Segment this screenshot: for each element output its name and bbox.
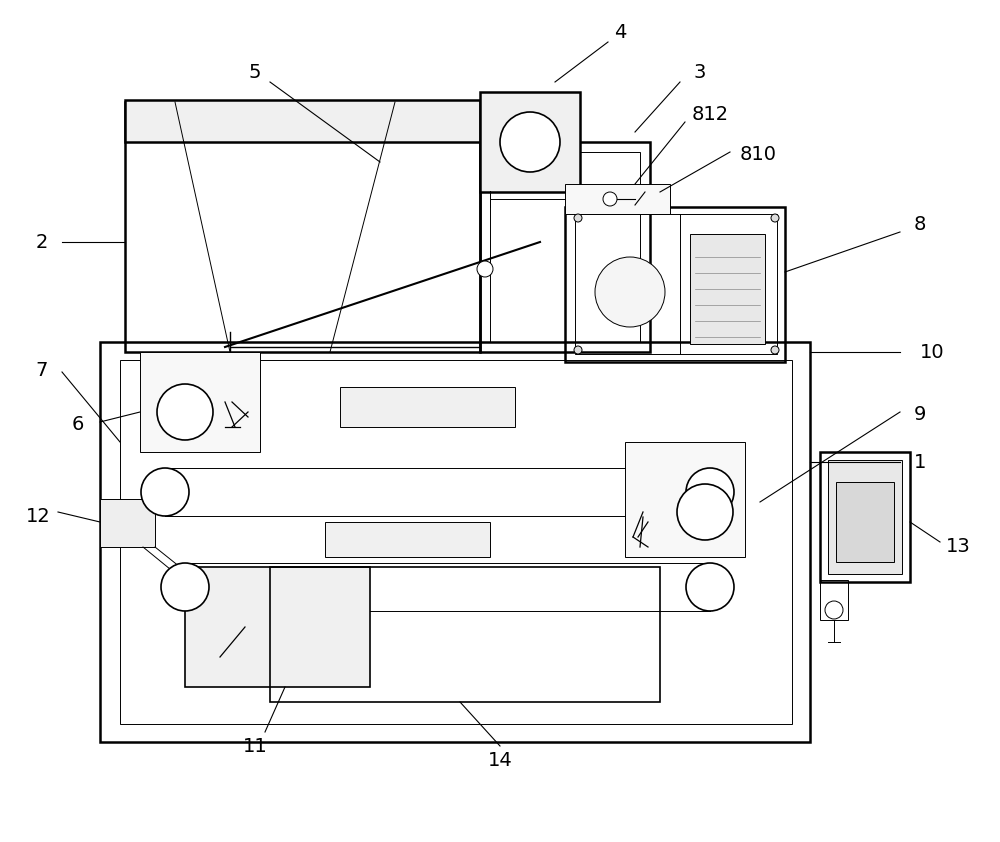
Bar	[820, 452, 910, 582]
Bar	[100, 499, 155, 547]
Text: 11: 11	[243, 737, 267, 755]
Text: 812: 812	[691, 104, 729, 124]
Bar	[480, 142, 650, 352]
Bar	[125, 102, 480, 352]
Bar	[828, 460, 902, 574]
Bar	[565, 184, 670, 214]
Bar	[480, 92, 580, 192]
Bar	[565, 207, 785, 362]
Circle shape	[500, 112, 560, 172]
Circle shape	[141, 468, 189, 516]
Text: 6: 6	[72, 414, 84, 434]
Circle shape	[157, 384, 213, 440]
Bar	[490, 152, 640, 342]
Bar	[125, 100, 480, 142]
Circle shape	[825, 601, 843, 619]
Bar	[185, 567, 370, 687]
Circle shape	[574, 346, 582, 354]
Circle shape	[477, 261, 493, 277]
Circle shape	[161, 563, 209, 611]
Text: 12: 12	[26, 508, 50, 526]
Circle shape	[677, 484, 733, 540]
Bar	[820, 580, 848, 620]
Text: 5: 5	[249, 62, 261, 82]
Bar	[270, 567, 660, 702]
Bar	[575, 214, 777, 354]
Circle shape	[595, 257, 665, 327]
Circle shape	[603, 192, 617, 206]
Bar	[340, 387, 515, 427]
Bar	[325, 522, 490, 557]
Text: 9: 9	[914, 404, 926, 424]
Text: 2: 2	[36, 232, 48, 252]
Bar	[625, 442, 745, 557]
Bar	[100, 342, 810, 742]
Circle shape	[686, 563, 734, 611]
Text: 1: 1	[914, 452, 926, 472]
Circle shape	[574, 214, 582, 222]
Bar	[120, 360, 792, 724]
Circle shape	[771, 214, 779, 222]
Bar	[140, 352, 260, 452]
Text: 7: 7	[36, 360, 48, 380]
Bar	[690, 234, 765, 344]
Circle shape	[771, 346, 779, 354]
Bar	[836, 482, 894, 562]
Text: 14: 14	[488, 750, 512, 770]
Text: 3: 3	[694, 62, 706, 82]
Text: 8: 8	[914, 215, 926, 233]
Text: 4: 4	[614, 23, 626, 41]
Text: 10: 10	[920, 343, 944, 361]
Text: 810: 810	[740, 145, 776, 163]
Circle shape	[686, 468, 734, 516]
Text: 13: 13	[946, 537, 970, 557]
